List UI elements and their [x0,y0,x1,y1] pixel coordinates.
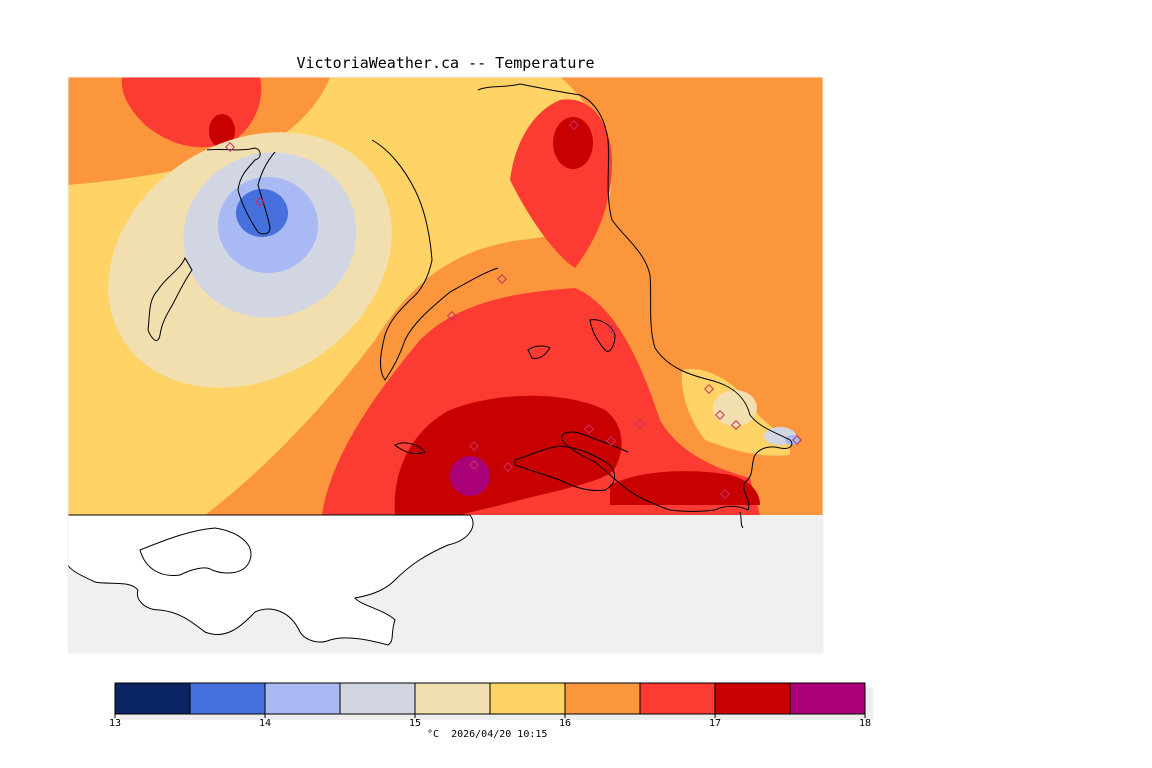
colorbar-bin [264,682,341,715]
station-marker [606,436,616,446]
colorbar-tick-label: 17 [709,718,721,729]
station-marker [569,120,579,130]
coastline-small-island-1 [527,345,551,359]
station-marker [704,384,714,394]
colorbar-tick-label: 16 [559,718,571,729]
coastline-small-island-3 [394,442,426,455]
coastlines [147,83,793,529]
colorbar-bin [564,682,641,715]
contour-band-17-17.5 [553,117,593,169]
colorbar-tick-label: 18 [859,718,871,729]
station-marker [635,419,645,429]
station-marker [469,460,479,470]
colorbar-tick-label: 15 [409,718,421,729]
contour-band-17-17.5 [209,114,235,148]
station-marker [720,489,730,499]
coastline-central [371,139,499,381]
coastline-victoria-harbour [514,445,616,491]
colorbar-bin [189,682,266,715]
weather-stations [225,120,802,499]
map-title: VictoriaWeather.ca -- Temperature [296,54,595,72]
colorbar-bin [639,682,716,715]
station-marker [225,142,235,152]
station-marker [469,441,479,451]
units-timestamp-caption: °C 2026/04/20 10:15 [427,729,548,740]
station-marker [715,410,725,420]
coastline-saanich [477,83,793,512]
coastline-inlet [206,147,276,235]
station-marker [792,435,802,445]
colorbar-bin [414,682,491,715]
colorbar-tick-label: 14 [259,718,271,729]
colorbar-bin [714,682,791,715]
colorbar-bin [114,682,191,715]
contour-field [68,77,823,515]
island-south [139,527,252,577]
coastline-small-island-2 [589,319,616,352]
contour-band-17.5-18 [450,456,490,496]
colorbar-bin [339,682,416,715]
station-marker [607,324,617,334]
colorbar-bin [489,682,566,715]
contour-band-13.5-14 [236,189,288,237]
coastline-west-island [147,256,193,341]
contour-band-15-15.5 [713,390,757,426]
colorbar-bin [789,682,866,715]
coastline-southeast-tip [739,511,744,529]
station-marker [255,197,265,207]
contour-band-17-17.5 [394,395,622,515]
station-marker [503,462,513,472]
contour-band-17-17.5 [610,471,760,505]
colorbar-tick-label: 13 [109,718,121,729]
station-marker [731,420,741,430]
station-marker [584,424,594,434]
station-marker [497,274,507,284]
station-marker [447,311,457,321]
